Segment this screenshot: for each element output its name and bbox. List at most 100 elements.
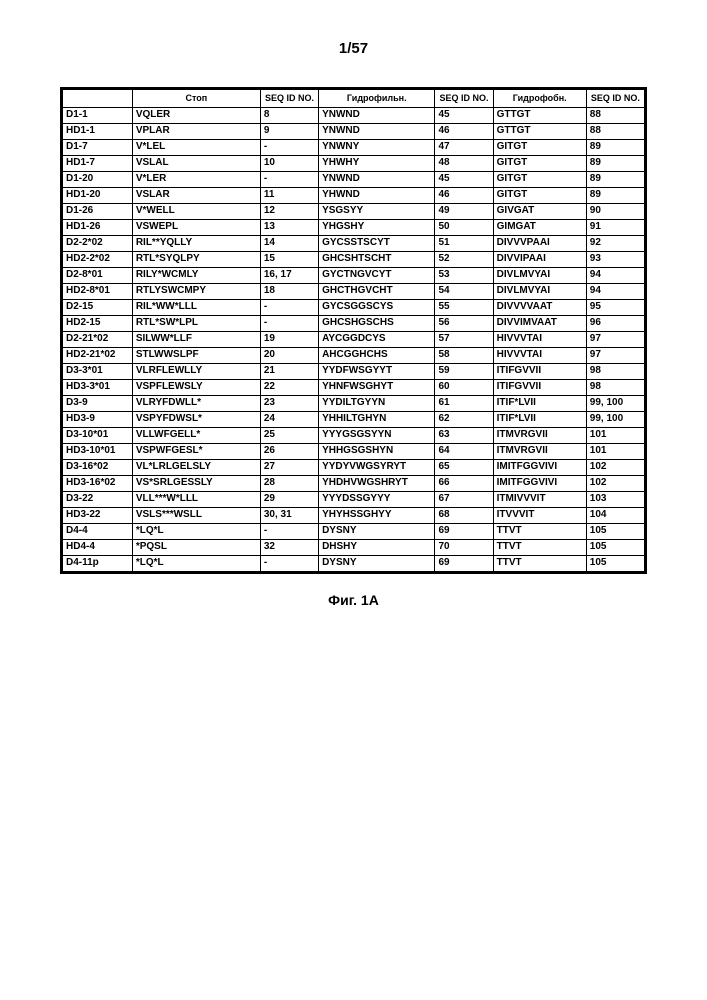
table-row: D4-11p*LQ*L-DYSNY69TTVT105: [63, 555, 645, 571]
table-cell-seq3: 105: [586, 555, 644, 571]
table-cell-seq1: 24: [260, 411, 318, 427]
table-row: HD2-2*02RTL*SYQLPY15GHCSHTSCHT52DIVVIPAA…: [63, 251, 645, 267]
table-cell-stop: V*WELL: [132, 203, 260, 219]
table-cell-seq2: 69: [435, 523, 493, 539]
table-cell-seq1: -: [260, 523, 318, 539]
table-cell-hb: TTVT: [493, 555, 586, 571]
table-cell-seq2: 49: [435, 203, 493, 219]
table-cell-seq3: 102: [586, 475, 644, 491]
table-cell-id: D2-2*02: [63, 235, 133, 251]
table-row: D3-22VLL***W*LLL29YYYDSSGYYY67ITMIVVVIT1…: [63, 491, 645, 507]
table-cell-seq3: 94: [586, 267, 644, 283]
header-seq3: SEQ ID NO.: [586, 90, 644, 108]
table-cell-stop: VSLAL: [132, 155, 260, 171]
table-row: HD3-16*02VS*SRLGESSLY28YHDHVWGSHRYT66IMI…: [63, 475, 645, 491]
table-row: D3-9VLRYFDWLL*23YYDILTGYYN61ITIF*LVII99,…: [63, 395, 645, 411]
table-cell-hf: YYYDSSGYYY: [319, 491, 435, 507]
table-cell-hf: YHDHVWGSHRYT: [319, 475, 435, 491]
table-cell-hb: GTTGT: [493, 123, 586, 139]
table-cell-hf: YSGSYY: [319, 203, 435, 219]
table-header-row: Стоп SEQ ID NO. Гидрофильн. SEQ ID NO. Г…: [63, 90, 645, 108]
table-cell-seq1: -: [260, 315, 318, 331]
table-cell-hb: HIVVVTAI: [493, 331, 586, 347]
table-cell-seq3: 98: [586, 379, 644, 395]
table-cell-seq3: 90: [586, 203, 644, 219]
data-table: Стоп SEQ ID NO. Гидрофильн. SEQ ID NO. Г…: [62, 89, 645, 572]
table-cell-seq1: 11: [260, 187, 318, 203]
table-cell-seq1: 13: [260, 219, 318, 235]
table-cell-seq3: 92: [586, 235, 644, 251]
table-cell-hb: GITGT: [493, 155, 586, 171]
table-cell-seq2: 70: [435, 539, 493, 555]
table-cell-hf: DYSNY: [319, 523, 435, 539]
table-cell-hb: ITIF*LVII: [493, 411, 586, 427]
table-row: D1-20V*LER-YNWND45GITGT89: [63, 171, 645, 187]
table-cell-seq2: 63: [435, 427, 493, 443]
table-cell-hb: DIVLMVYAI: [493, 283, 586, 299]
table-cell-stop: RTL*SW*LPL: [132, 315, 260, 331]
table-cell-seq3: 95: [586, 299, 644, 315]
table-cell-seq3: 89: [586, 139, 644, 155]
table-cell-hf: DHSHY: [319, 539, 435, 555]
table-cell-seq2: 45: [435, 107, 493, 123]
table-cell-id: HD4-4: [63, 539, 133, 555]
table-cell-hf: DYSNY: [319, 555, 435, 571]
table-cell-seq3: 103: [586, 491, 644, 507]
table-cell-hb: DIVVVVAAT: [493, 299, 586, 315]
table-cell-id: HD1-20: [63, 187, 133, 203]
table-cell-id: HD1-7: [63, 155, 133, 171]
table-cell-seq2: 64: [435, 443, 493, 459]
table-cell-seq2: 55: [435, 299, 493, 315]
table-cell-stop: RTLYSWCMPY: [132, 283, 260, 299]
table-cell-hb: TTVT: [493, 523, 586, 539]
table-cell-hb: DIVLMVYAI: [493, 267, 586, 283]
table-cell-id: D2-15: [63, 299, 133, 315]
table-cell-hf: YYDYVWGSYRYT: [319, 459, 435, 475]
table-cell-seq3: 88: [586, 123, 644, 139]
table-row: D2-8*01RILY*WCMLY16, 17GYCTNGVCYT53DIVLM…: [63, 267, 645, 283]
table-cell-seq1: 19: [260, 331, 318, 347]
header-hydrophilic: Гидрофильн.: [319, 90, 435, 108]
table-cell-seq2: 68: [435, 507, 493, 523]
table-cell-id: HD2-15: [63, 315, 133, 331]
table-cell-stop: VL*LRLGELSLY: [132, 459, 260, 475]
table-cell-id: D2-21*02: [63, 331, 133, 347]
table-cell-seq1: 21: [260, 363, 318, 379]
table-cell-seq3: 94: [586, 283, 644, 299]
header-id: [63, 90, 133, 108]
table-row: HD1-26VSWEPL13YHGSHY50GIMGAT91: [63, 219, 645, 235]
table-cell-seq2: 53: [435, 267, 493, 283]
table-row: HD1-7VSLAL10YHWHY48GITGT89: [63, 155, 645, 171]
table-cell-id: D1-26: [63, 203, 133, 219]
table-cell-hf: GHCSHTSCHT: [319, 251, 435, 267]
table-cell-stop: VSWEPL: [132, 219, 260, 235]
table-cell-stop: RTL*SYQLPY: [132, 251, 260, 267]
table-cell-seq1: 9: [260, 123, 318, 139]
table-cell-stop: VLRYFDWLL*: [132, 395, 260, 411]
table-cell-stop: VLRFLEWLLY: [132, 363, 260, 379]
table-cell-seq2: 60: [435, 379, 493, 395]
table-cell-seq2: 67: [435, 491, 493, 507]
table-cell-stop: *LQ*L: [132, 523, 260, 539]
table-cell-id: HD2-8*01: [63, 283, 133, 299]
table-cell-stop: RILY*WCMLY: [132, 267, 260, 283]
table-row: HD1-1VPLAR9YNWND46GTTGT88: [63, 123, 645, 139]
table-cell-id: D1-7: [63, 139, 133, 155]
table-cell-seq2: 61: [435, 395, 493, 411]
table-cell-stop: RIL*WW*LLL: [132, 299, 260, 315]
table-cell-hb: HIVVVTAI: [493, 347, 586, 363]
table-cell-hf: YNWNY: [319, 139, 435, 155]
table-cell-seq3: 99, 100: [586, 395, 644, 411]
table-cell-hf: YHWND: [319, 187, 435, 203]
table-row: D2-15RIL*WW*LLL-GYCSGGSCYS55DIVVVVAAT95: [63, 299, 645, 315]
table-cell-stop: VLLWFGELL*: [132, 427, 260, 443]
header-stop: Стоп: [132, 90, 260, 108]
table-cell-seq2: 48: [435, 155, 493, 171]
table-cell-seq2: 50: [435, 219, 493, 235]
table-cell-seq2: 46: [435, 187, 493, 203]
table-cell-hb: IMITFGGVIVI: [493, 459, 586, 475]
table-cell-hf: GYCTNGVCYT: [319, 267, 435, 283]
data-table-wrap: Стоп SEQ ID NO. Гидрофильн. SEQ ID NO. Г…: [60, 87, 647, 574]
table-cell-seq2: 58: [435, 347, 493, 363]
table-cell-seq1: -: [260, 555, 318, 571]
